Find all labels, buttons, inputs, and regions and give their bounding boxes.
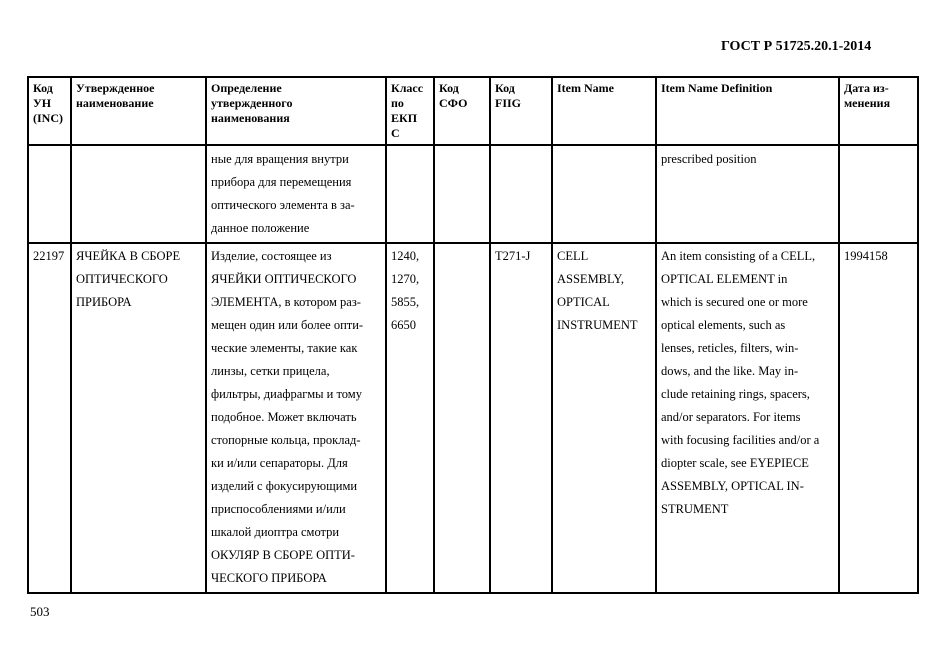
header-line: Код <box>33 81 53 95</box>
header-line: Код <box>495 81 515 95</box>
table-header-row: Код УН (INC) Утвержденное наименование Опреде… <box>27 76 919 146</box>
header-line: Item Name <box>557 81 614 95</box>
cell-line: ASSEMBLY, OPTICAL IN- <box>661 479 804 493</box>
cell-fiig-code <box>489 144 553 244</box>
cell-line: ные для вращения внутри <box>211 152 349 166</box>
cell-line: diopter scale, see EYEPIECE <box>661 456 809 470</box>
header-line: FIIG <box>495 96 522 110</box>
header-line: Определение <box>211 81 282 95</box>
cell-line: CELL <box>557 249 589 263</box>
page-number: 503 <box>30 604 50 619</box>
cell-line: ОКУЛЯР В СБОРЕ ОПТИ- <box>211 548 355 562</box>
table-row: ные для вращения внутри прибора для перем… <box>27 144 919 244</box>
cell-definition: ные для вращения внутри прибора для перем… <box>205 144 387 244</box>
cell-sfo-code <box>433 144 491 244</box>
cell-line: стопорные кольца, проклад- <box>211 433 361 447</box>
cell-line: изделий с фокусирующими <box>211 479 358 493</box>
cell-change-date <box>838 144 919 244</box>
cell-change-date: 1994158 <box>838 242 919 594</box>
header-line: Утвержденное <box>76 81 155 95</box>
cell-line: шкалой диоптра смотри <box>211 525 340 539</box>
header-line: наименование <box>76 96 154 110</box>
cell-fiig-code: T271-J <box>489 242 553 594</box>
cell-line: 1270, <box>391 272 420 286</box>
cell-line: prescribed position <box>661 152 757 166</box>
header-line: УН <box>33 96 52 110</box>
header-fiig-code: Код FIIG <box>489 76 553 146</box>
header-code-un: Код УН (INC) <box>27 76 72 146</box>
cell-line: ASSEMBLY, <box>557 272 624 286</box>
cell-line: and/or separators. For items <box>661 410 801 424</box>
cell-sfo-code <box>433 242 491 594</box>
table-row: 22197 ЯЧЕЙКА В СБОРЕ ОПТИЧЕСКОГО ПРИБОРА Изд… <box>27 242 919 594</box>
cell-ekps-class <box>385 144 435 244</box>
cell-line: подобное. Может включать <box>211 410 357 424</box>
cell-line: 1994158 <box>844 249 888 263</box>
cell-line: OPTICAL ELEMENT in <box>661 272 788 286</box>
document-header: ГОСТ Р 51725.20.1-2014 <box>721 39 872 54</box>
cell-code-un: 22197 <box>27 242 72 594</box>
header-item-name: Item Name <box>551 76 657 146</box>
header-line: С <box>391 126 400 140</box>
header-change-date: Дата из-менения <box>838 76 919 146</box>
cell-item-name: CELL ASSEMBLY, OPTICAL INSTRUMENT <box>551 242 657 594</box>
header-line: менения <box>844 96 891 110</box>
cell-approved-name: ЯЧЕЙКА В СБОРЕ ОПТИЧЕСКОГО ПРИБОРА <box>70 242 207 594</box>
header-line: Класс <box>391 81 424 95</box>
cell-line: ЯЧЕЙКА В СБОРЕ <box>76 249 181 263</box>
header-line: Дата из- <box>844 81 889 95</box>
cell-item-name-definition: prescribed position <box>655 144 840 244</box>
cell-line: T271-J <box>495 249 531 263</box>
cell-line: 22197 <box>33 249 65 263</box>
header-line: Код <box>439 81 459 95</box>
cell-line: clude retaining rings, spacers, <box>661 387 810 401</box>
cell-line: STRUMENT <box>661 502 729 516</box>
cell-line: линзы, сетки прицела, <box>211 364 330 378</box>
header-line: по <box>391 96 404 110</box>
header-line: СФО <box>439 96 468 110</box>
cell-line: ОПТИЧЕСКОГО <box>76 272 168 286</box>
cell-line: lenses, reticles, filters, win- <box>661 341 799 355</box>
cell-line: optical elements, such as <box>661 318 786 332</box>
cell-line: ЧЕСКОГО ПРИБОРА <box>211 571 327 585</box>
cell-line: 6650 <box>391 318 416 332</box>
cell-line: dows, and the like. May in- <box>661 364 799 378</box>
cell-approved-name <box>70 144 207 244</box>
cell-item-name-definition: An item consisting of a CELL, OPTICAL ELE… <box>655 242 840 594</box>
cell-line: ЯЧЕЙКИ ОПТИЧЕСКОГО <box>211 272 357 286</box>
header-line: (INC) <box>33 111 63 125</box>
cell-line: мещен один или более опти- <box>211 318 364 332</box>
header-line: Item Name Definition <box>661 81 773 95</box>
cell-line: данное положение <box>211 221 310 235</box>
cell-item-name <box>551 144 657 244</box>
cell-line: OPTICAL <box>557 295 610 309</box>
header-line: ЕКП <box>391 111 418 125</box>
cell-line: An item consisting of a CELL, <box>661 249 816 263</box>
cell-line: 5855, <box>391 295 420 309</box>
cell-code-un <box>27 144 72 244</box>
cell-line: фильтры, диафрагмы и тому <box>211 387 362 401</box>
cell-line: ки и/или сепараторы. Для <box>211 456 348 470</box>
cell-line: ПРИБОРА <box>76 295 132 309</box>
cell-line: приспособлениями и/или <box>211 502 346 516</box>
catalog-table: Код УН (INC) Утвержденное наименование Опреде… <box>27 76 919 594</box>
cell-line: with focusing facilities and/or a <box>661 433 820 447</box>
cell-line: ЭЛЕМЕНТА, в котором раз- <box>211 295 361 309</box>
header-line: утвержденного <box>211 96 293 110</box>
header-item-name-definition: Item Name Definition <box>655 76 840 146</box>
cell-line: INSTRUMENT <box>557 318 638 332</box>
cell-line: Изделие, состоящее из <box>211 249 332 263</box>
cell-definition: Изделие, состоящее из ЯЧЕЙКИ ОПТИЧЕСКОГО Э… <box>205 242 387 594</box>
cell-line: оптического элемента в за- <box>211 198 355 212</box>
header-sfo-code: Код СФО <box>433 76 491 146</box>
header-line: наименования <box>211 111 290 125</box>
header-definition: Определение утвержденного наименования <box>205 76 387 146</box>
cell-line: which is secured one or more <box>661 295 808 309</box>
cell-ekps-class: 1240, 1270, 5855, 6650 <box>385 242 435 594</box>
cell-line: ческие элементы, такие как <box>211 341 358 355</box>
cell-line: прибора для перемещения <box>211 175 352 189</box>
cell-line: 1240, <box>391 249 420 263</box>
header-approved-name: Утвержденное наименование <box>70 76 207 146</box>
header-ekps-class: Класс по ЕКП С <box>385 76 435 146</box>
